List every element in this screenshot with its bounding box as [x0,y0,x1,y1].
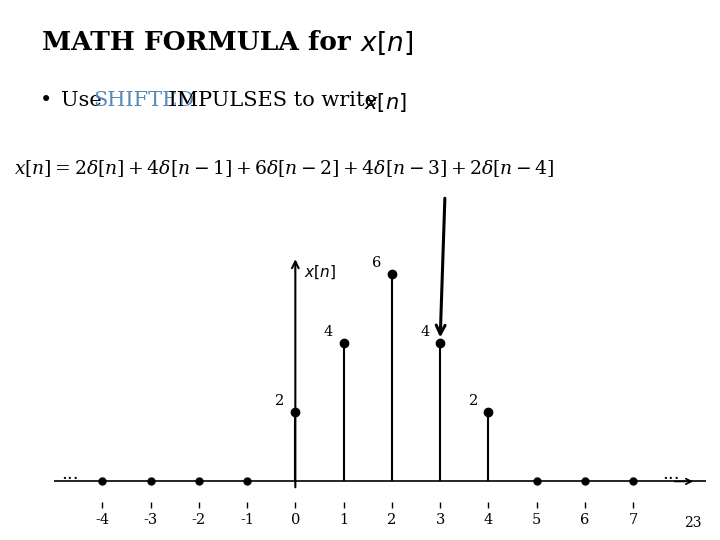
Text: Use: Use [61,91,109,110]
Text: 2: 2 [469,394,478,408]
Text: MATH FORMULA for: MATH FORMULA for [42,30,360,55]
Text: $x[n] = 2\delta[n] + 4\delta[n-1] + 6\delta[n-2] + 4\delta[n-3] + 2\delta[n-4]$: $x[n] = 2\delta[n] + 4\delta[n-1] + 6\de… [14,158,554,179]
Text: SHIFTED: SHIFTED [93,91,194,110]
Text: 4: 4 [324,325,333,339]
Text: •: • [40,91,52,110]
Text: $x[n]$: $x[n]$ [364,91,407,114]
Text: $x[n]$: $x[n]$ [304,264,336,281]
Text: $x[n]$: $x[n]$ [360,30,413,57]
Text: 4: 4 [420,325,430,339]
Text: ...: ... [61,465,79,483]
Text: ...: ... [662,465,680,483]
Text: 6: 6 [372,255,382,269]
Text: 2: 2 [276,394,284,408]
Text: 23: 23 [685,516,702,530]
Text: IMPULSES to write: IMPULSES to write [162,91,384,110]
